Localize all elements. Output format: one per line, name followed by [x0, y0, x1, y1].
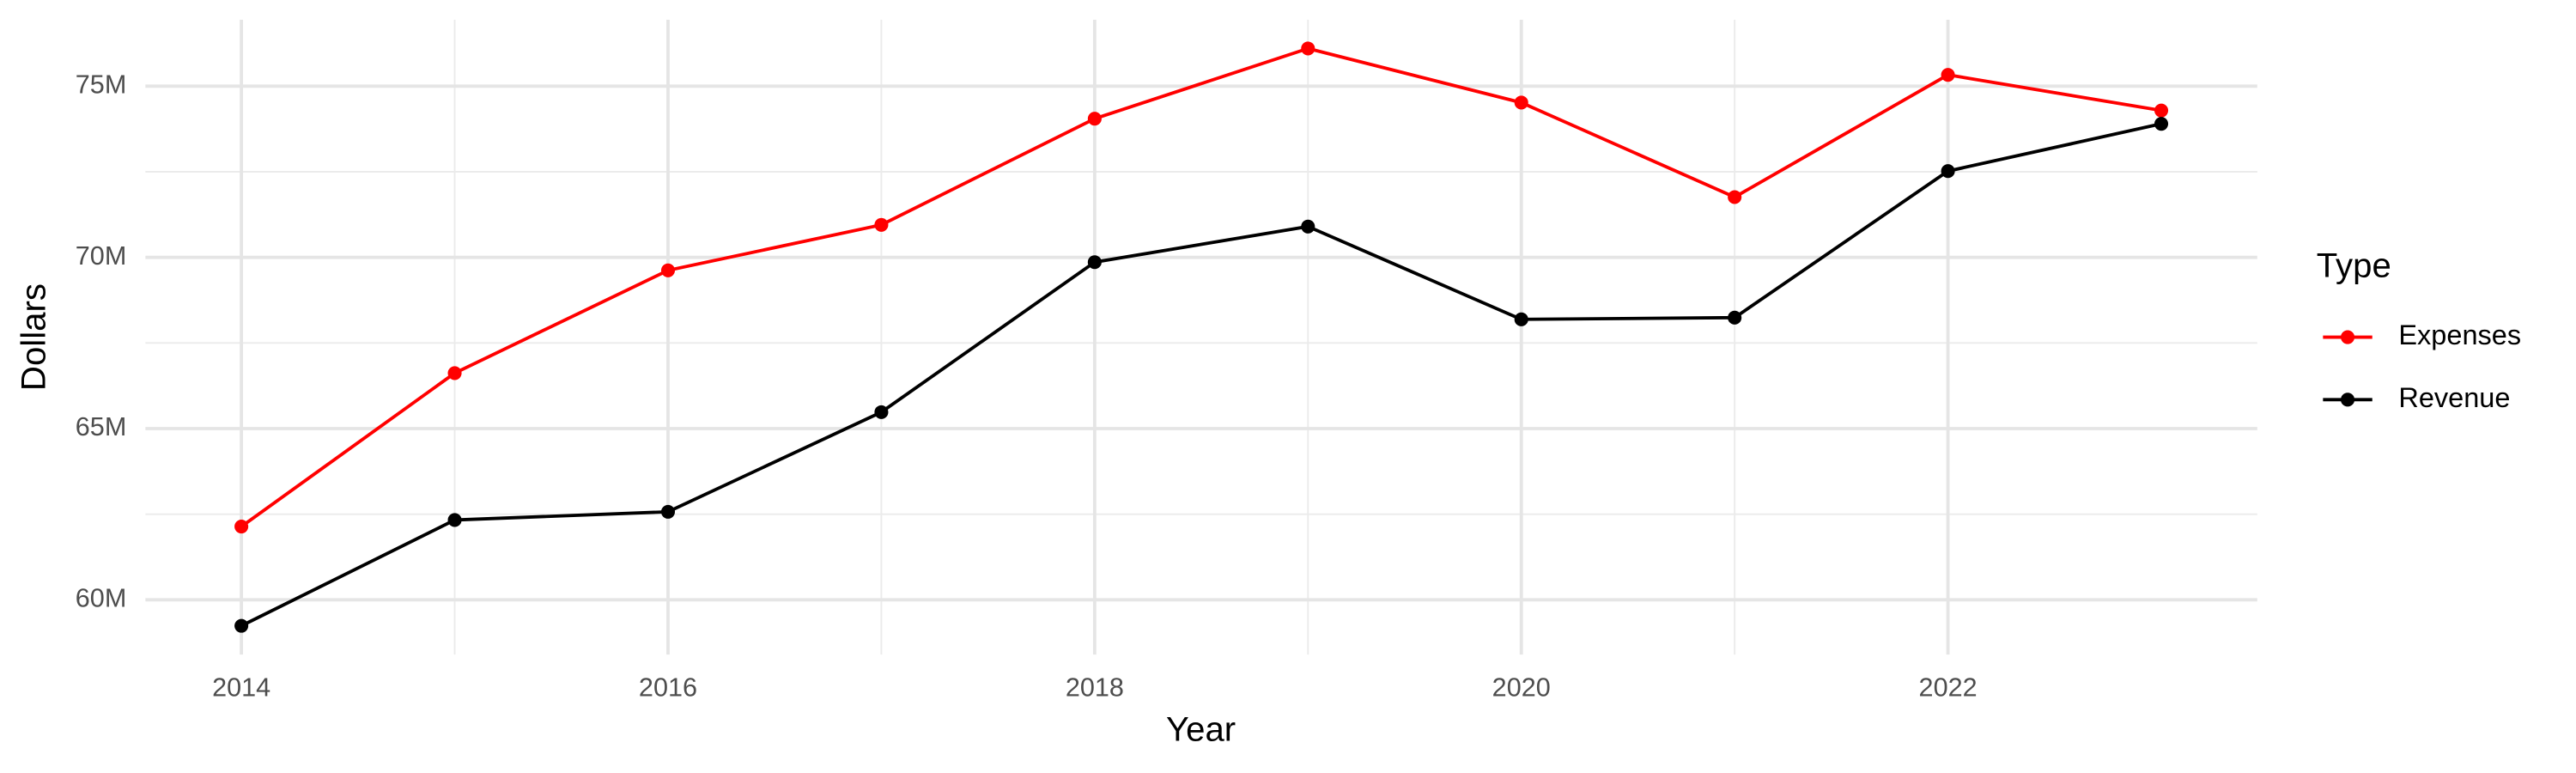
data-point [1728, 310, 1742, 325]
data-point [874, 405, 889, 419]
legend-label: Revenue [2398, 382, 2510, 413]
y-tick-label: 70M [76, 241, 127, 271]
y-tick-label: 60M [76, 583, 127, 612]
x-axis-title: Year [1166, 710, 1236, 749]
data-point [660, 504, 676, 519]
data-point [447, 366, 462, 380]
data-point [234, 519, 249, 534]
y-axis-title: Dollars [15, 283, 53, 391]
data-point [1514, 95, 1528, 110]
y-tick-label: 65M [76, 412, 127, 441]
data-point [234, 618, 249, 633]
data-point [1728, 190, 1742, 204]
data-point [660, 263, 676, 277]
series-line [240, 46, 2162, 528]
series-line [240, 122, 2162, 628]
data-point [2154, 117, 2169, 131]
x-tick-label: 2018 [1066, 673, 1124, 702]
x-tick-label: 2016 [639, 673, 697, 702]
data-point [2154, 103, 2169, 118]
data-point [1941, 68, 1955, 82]
legend-point [2341, 393, 2355, 407]
data-point [1514, 312, 1528, 326]
data-point [1301, 219, 1315, 234]
data-point [1087, 112, 1102, 126]
legend-point [2341, 330, 2355, 344]
data-point [874, 217, 889, 232]
data-point [1087, 255, 1102, 270]
legend-label: Expenses [2398, 320, 2521, 350]
data-point [1941, 164, 1955, 179]
x-tick-label: 2014 [212, 673, 270, 702]
data-point [1301, 41, 1315, 56]
x-tick-label: 2020 [1492, 673, 1551, 702]
x-tick-label: 2022 [1919, 673, 1978, 702]
data-point [447, 513, 462, 527]
legend-title: Type [2317, 247, 2391, 285]
y-tick-label: 75M [76, 70, 127, 99]
